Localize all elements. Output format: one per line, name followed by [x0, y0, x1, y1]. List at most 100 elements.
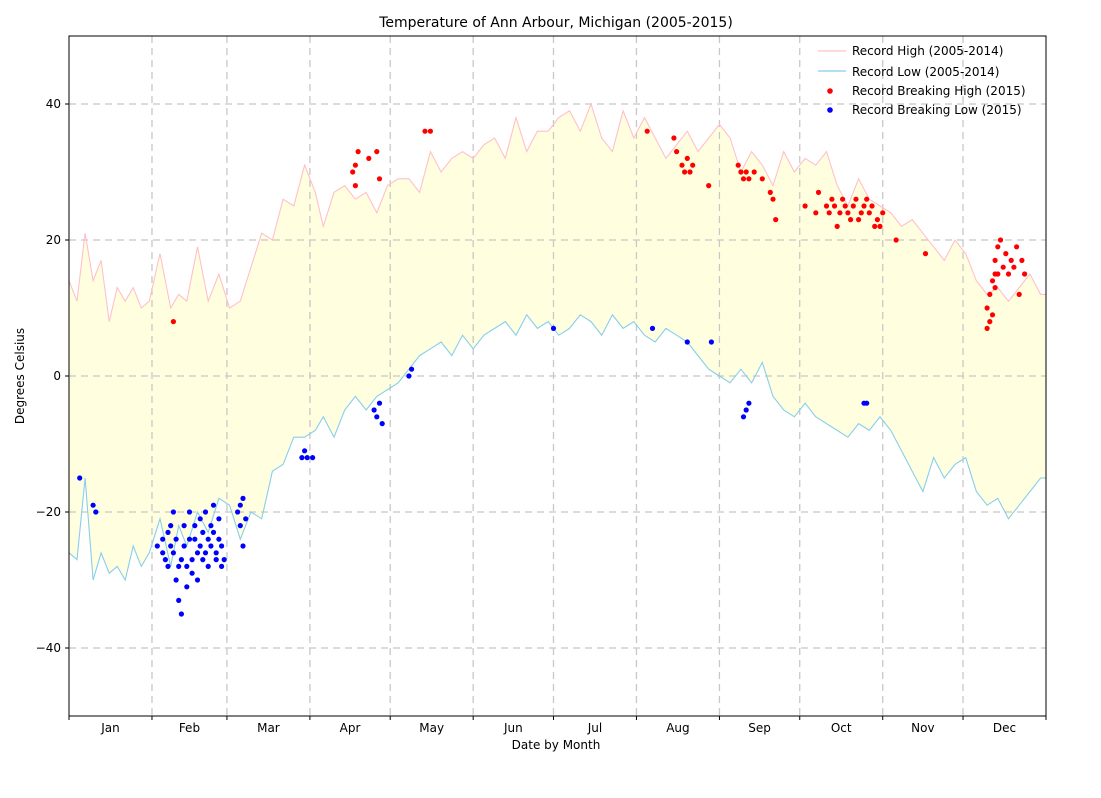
x-tick-label: Nov — [911, 721, 934, 735]
y-tick-label: −40 — [36, 641, 61, 655]
point-record-breaking-low — [160, 550, 166, 556]
point-record-breaking-high — [767, 189, 773, 195]
point-record-breaking-low — [684, 339, 690, 345]
point-record-breaking-high — [842, 203, 848, 209]
point-record-breaking-low — [154, 543, 160, 549]
x-tick-label: Jan — [100, 721, 120, 735]
point-record-breaking-high — [366, 155, 372, 161]
point-record-breaking-high — [1022, 271, 1028, 277]
point-record-breaking-high — [759, 176, 765, 182]
point-record-breaking-high — [837, 210, 843, 216]
legend: Record High (2005-2014) Record Low (2005… — [818, 44, 1026, 117]
point-record-breaking-high — [856, 217, 862, 223]
point-record-breaking-high — [1011, 264, 1017, 270]
point-record-breaking-low — [202, 550, 209, 556]
point-record-breaking-high — [840, 196, 846, 202]
point-record-breaking-low — [181, 543, 187, 549]
point-record-breaking-low — [202, 509, 209, 515]
point-record-breaking-high — [1016, 291, 1022, 297]
point-record-breaking-low — [221, 557, 227, 563]
point-record-breaking-high — [866, 210, 872, 216]
point-record-breaking-low — [219, 543, 225, 549]
point-record-breaking-low — [192, 536, 198, 542]
legend-label-record-low: Record Low (2005-2014) — [852, 65, 1000, 79]
point-record-breaking-high — [831, 203, 838, 209]
point-record-breaking-low — [708, 339, 715, 345]
series-line-record-high — [68, 102, 1046, 322]
point-record-breaking-high — [671, 135, 677, 141]
point-record-breaking-low — [208, 523, 214, 529]
point-record-breaking-high — [687, 169, 693, 175]
point-record-breaking-high — [995, 244, 1001, 250]
legend-label-record-high: Record High (2005-2014) — [852, 44, 1003, 58]
legend-label-breaking-low: Record Breaking Low (2015) — [852, 103, 1022, 117]
point-record-breaking-low — [192, 523, 198, 529]
plot-area: −40 −20 0 20 40 Jan Feb Mar Apr May Jun Jul Aug Sep Oc… — [36, 35, 1047, 735]
point-record-breaking-high — [751, 169, 757, 175]
point-record-breaking-high — [984, 305, 990, 311]
point-record-breaking-low — [649, 325, 656, 331]
point-record-breaking-low — [170, 550, 176, 556]
point-record-breaking-high — [422, 128, 428, 134]
point-record-breaking-low — [379, 421, 385, 427]
point-record-breaking-high — [858, 210, 864, 216]
point-record-breaking-low — [178, 611, 184, 617]
point-record-breaking-low — [205, 536, 211, 542]
point-record-breaking-low — [77, 475, 83, 481]
point-record-breaking-high — [738, 169, 744, 175]
point-record-breaking-low — [186, 509, 193, 515]
point-record-breaking-low — [168, 523, 174, 529]
point-record-breaking-low — [213, 550, 219, 556]
point-record-breaking-high — [834, 223, 840, 229]
y-tick-label: −20 — [36, 505, 61, 519]
x-tick-label: Feb — [179, 721, 200, 735]
point-record-breaking-high — [773, 217, 779, 223]
x-tick-label: May — [419, 721, 444, 735]
legend-marker-breaking-high — [827, 88, 833, 94]
point-record-breaking-high — [170, 319, 176, 325]
point-record-breaking-high — [813, 210, 819, 216]
point-record-breaking-high — [869, 203, 875, 209]
point-record-breaking-low — [197, 543, 203, 549]
point-record-breaking-high — [1008, 257, 1014, 263]
point-record-breaking-low — [162, 557, 168, 563]
point-record-breaking-low — [197, 516, 203, 522]
point-record-breaking-high — [987, 291, 993, 297]
point-record-breaking-low — [189, 570, 195, 576]
point-record-breaking-low — [310, 455, 316, 461]
point-record-breaking-high — [735, 162, 741, 168]
point-record-breaking-low — [189, 557, 195, 563]
x-tick-label: Oct — [831, 721, 852, 735]
x-tick-label: Jun — [503, 721, 523, 735]
point-record-breaking-high — [989, 312, 996, 318]
point-record-breaking-low — [170, 509, 176, 515]
point-record-breaking-high — [853, 196, 859, 202]
point-record-breaking-high — [746, 176, 752, 182]
point-record-breaking-high — [872, 223, 878, 229]
point-record-breaking-high — [1000, 264, 1006, 270]
point-record-breaking-low — [371, 407, 377, 413]
point-record-breaking-high — [995, 271, 1001, 277]
point-record-breaking-high — [992, 257, 998, 263]
point-record-breaking-high — [987, 319, 993, 325]
x-tick-label: Aug — [666, 721, 689, 735]
point-record-breaking-high — [350, 169, 356, 175]
point-record-breaking-low — [213, 557, 219, 563]
point-record-breaking-high — [861, 203, 867, 209]
point-record-breaking-low — [299, 455, 305, 461]
point-record-breaking-high — [823, 203, 830, 209]
point-record-breaking-high — [674, 149, 680, 155]
point-record-breaking-high — [679, 162, 685, 168]
x-tick-label: Dec — [993, 721, 1016, 735]
point-record-breaking-low — [173, 536, 179, 542]
point-record-breaking-low — [237, 502, 243, 508]
point-record-breaking-low — [409, 366, 415, 372]
point-record-breaking-high — [826, 210, 832, 216]
y-tick-label: 20 — [46, 233, 61, 247]
series-line-record-low — [68, 313, 1046, 582]
point-record-breaking-high — [376, 176, 383, 182]
point-record-breaking-high — [880, 210, 886, 216]
point-record-breaking-low — [406, 373, 412, 379]
point-record-breaking-low — [184, 584, 190, 590]
point-record-breaking-low — [235, 509, 241, 515]
